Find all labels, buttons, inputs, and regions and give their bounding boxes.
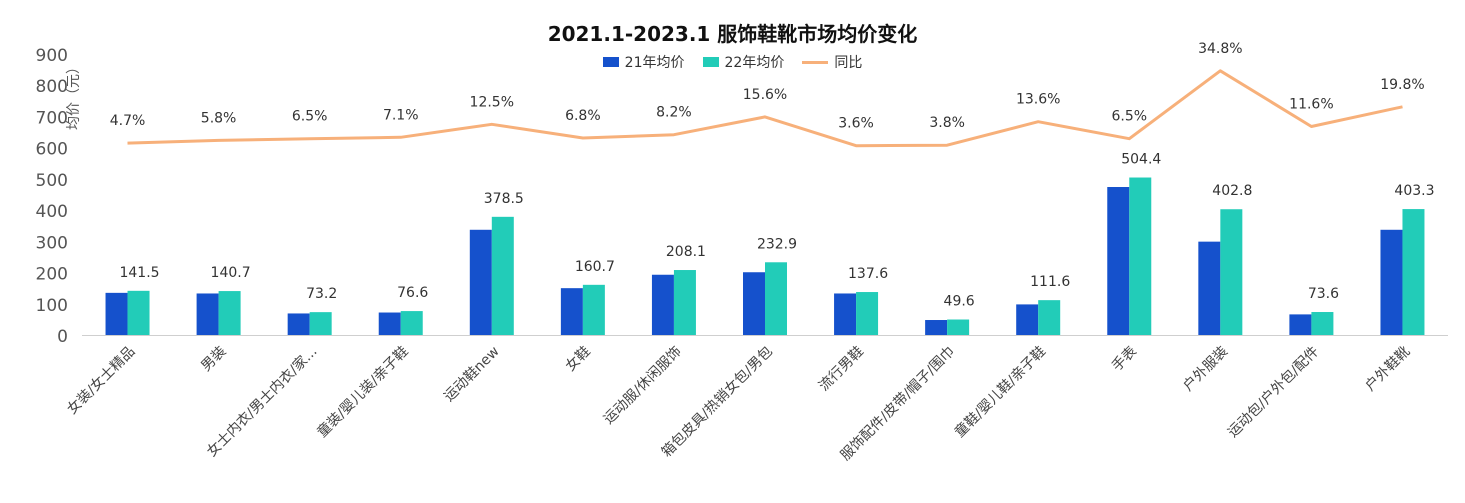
bar-22 <box>127 290 150 335</box>
y-tick-label: 800 <box>36 77 68 97</box>
line-value-label: 5.8% <box>201 110 237 126</box>
x-category-label: 运动服/休闲服饰 <box>601 344 685 428</box>
legend-swatch-yoy <box>802 60 829 64</box>
y-axis-title: 均价（元） <box>66 60 82 130</box>
bar-21 <box>1380 229 1403 335</box>
x-category-label: 女装/女士精品 <box>64 343 139 418</box>
bar-value-label: 111.6 <box>1030 274 1070 290</box>
bar-22 <box>1038 300 1061 335</box>
legend-label-22: 22年均价 <box>724 55 785 71</box>
y-tick-label: 900 <box>36 46 68 66</box>
x-category-label: 童鞋/婴儿鞋/亲子鞋 <box>951 343 1049 441</box>
x-category-label: 童装/婴儿装/亲子鞋 <box>314 343 412 441</box>
legend-swatch-22 <box>702 57 719 67</box>
line-value-label: 8.2% <box>656 105 692 121</box>
bar-21 <box>287 313 310 335</box>
bar-22 <box>1402 209 1425 335</box>
chart-title: 2021.1-2023.1 服饰鞋靴市场均价变化 <box>547 22 918 46</box>
bar-21 <box>560 288 583 335</box>
y-tick-label: 100 <box>36 296 68 316</box>
x-category-label: 男装 <box>198 344 229 375</box>
x-category-label: 手表 <box>1109 344 1140 375</box>
line-value-label: 15.6% <box>743 87 787 103</box>
y-tick-label: 600 <box>36 140 68 160</box>
bar-21 <box>1016 304 1039 335</box>
line-value-label: 3.6% <box>838 116 874 132</box>
bar-value-label: 141.5 <box>119 265 159 281</box>
line-value-label: 4.7% <box>110 113 146 129</box>
yoy-line <box>127 69 1403 148</box>
bar-22 <box>1311 312 1334 335</box>
line-value-label: 13.6% <box>1016 92 1060 108</box>
bar-value-label: 378.5 <box>484 191 524 207</box>
x-category-label: 女鞋 <box>562 343 594 375</box>
x-category-label: 运动鞋new <box>441 344 502 405</box>
line-value-label: 3.8% <box>929 115 965 131</box>
bar-value-label: 76.6 <box>397 285 428 301</box>
bar-22 <box>582 284 605 335</box>
bar-21 <box>1198 241 1221 335</box>
bar-value-label: 232.9 <box>757 236 797 252</box>
bar-22 <box>1220 209 1243 335</box>
y-tick-label: 200 <box>36 265 68 285</box>
line-value-label: 11.6% <box>1289 97 1333 113</box>
bar-value-label: 73.6 <box>1308 286 1339 302</box>
bar-21 <box>105 292 128 335</box>
line-value-label: 19.8% <box>1380 77 1424 93</box>
bar-value-label: 403.3 <box>1394 183 1434 199</box>
bar-value-label: 137.6 <box>848 266 888 282</box>
line-value-label: 6.5% <box>292 109 328 125</box>
x-category-label: 流行男鞋 <box>816 344 867 395</box>
legend-label-yoy: 同比 <box>834 55 863 71</box>
x-category-label: 户外服装 <box>1180 343 1232 395</box>
bar-21 <box>1107 187 1130 335</box>
bar-21 <box>469 229 492 335</box>
bar-value-label: 140.7 <box>211 265 251 281</box>
legend: 21年均价 22年均价 同比 <box>0 52 1465 72</box>
y-tick-label: 300 <box>36 233 68 253</box>
bar-22 <box>765 262 787 335</box>
line-value-label: 34.8% <box>1198 41 1242 57</box>
bar-value-label: 402.8 <box>1212 183 1252 199</box>
bar-21 <box>925 320 948 335</box>
bar-22 <box>491 216 514 335</box>
line-value-label: 7.1% <box>383 107 419 123</box>
legend-swatch-21 <box>602 57 619 67</box>
bar-21 <box>378 312 401 335</box>
bar-22 <box>218 291 241 335</box>
bar-21 <box>196 293 219 335</box>
bar-value-label: 49.6 <box>944 294 975 310</box>
bar-21 <box>1289 314 1312 335</box>
bar-22 <box>947 319 970 335</box>
bar-value-label: 160.7 <box>575 259 615 275</box>
bar-22 <box>673 270 696 335</box>
bar-value-label: 504.4 <box>1121 152 1161 168</box>
legend-label-21: 21年均价 <box>624 55 685 71</box>
x-category-label: 运动包/户外包/配件 <box>1224 343 1322 441</box>
bar-21 <box>834 293 857 335</box>
line-value-label: 6.8% <box>565 108 601 124</box>
y-tick-label: 500 <box>36 171 68 191</box>
line-value-label: 6.5% <box>1111 109 1147 125</box>
bar-value-label: 73.2 <box>306 286 337 302</box>
bar-22 <box>856 292 879 335</box>
y-tick-label: 400 <box>36 202 68 222</box>
bar-21 <box>743 272 765 335</box>
legend-item-21: 21年均价 <box>602 52 685 72</box>
x-category-label: 户外鞋靴 <box>1362 343 1414 395</box>
bar-value-label: 208.1 <box>666 244 706 260</box>
y-tick-label: 0 <box>57 327 68 347</box>
legend-item-22: 22年均价 <box>702 52 785 72</box>
bar-22 <box>309 312 332 335</box>
bar-22 <box>400 311 423 335</box>
bar-22 <box>1129 177 1152 335</box>
line-value-label: 12.5% <box>470 94 514 110</box>
y-tick-label: 700 <box>36 108 68 128</box>
legend-item-yoy: 同比 <box>802 52 862 72</box>
bar-21 <box>651 274 674 335</box>
